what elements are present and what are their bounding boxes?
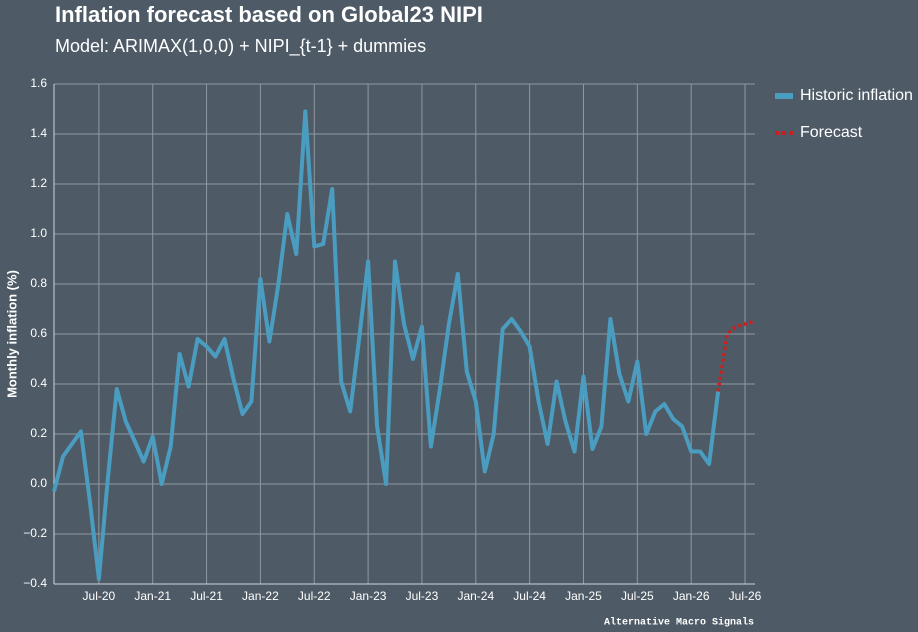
y-tick-label: 1.2 — [30, 176, 47, 190]
series-line — [52, 109, 721, 581]
x-tick-label: Jan-25 — [565, 589, 602, 603]
x-tick-label: Jul-26 — [729, 589, 762, 603]
y-tick-label: 1.0 — [30, 226, 47, 240]
x-tick-label: Jan-22 — [242, 589, 279, 603]
legend-label: Forecast — [800, 124, 863, 141]
footer: Alternative Macro Signals — [604, 617, 754, 629]
y-tick-label: 1.6 — [30, 76, 47, 90]
y-axis-label: Monthly inflation (%) — [4, 270, 19, 398]
y-tick-label: 0.8 — [30, 276, 47, 290]
y-tick-label: 1.4 — [30, 126, 47, 140]
x-tick-label: Jul-20 — [83, 589, 116, 603]
x-tick-label: Jan-23 — [350, 589, 387, 603]
x-tick-label: Jan-26 — [673, 589, 710, 603]
chart-title: Inflation forecast based on Global23 NIP… — [55, 2, 483, 27]
series-line — [716, 319, 755, 392]
y-tick-label: 0.2 — [30, 426, 47, 440]
x-tick-label: Jan-21 — [134, 589, 171, 603]
y-tick-label: 0.6 — [30, 326, 47, 340]
y-tick-label: 0.0 — [30, 476, 47, 490]
x-tick-label: Jan-24 — [457, 589, 494, 603]
x-tick-label: Jul-21 — [190, 589, 223, 603]
x-tick-label: Jul-23 — [406, 589, 439, 603]
y-tick-label: −0.2 — [23, 526, 47, 540]
y-tick-label: −0.4 — [23, 576, 47, 590]
chart-subtitle: Model: ARIMAX(1,0,0) + NIPI_{t-1} + dumm… — [55, 36, 426, 57]
legend-label: Historic inflation — [800, 87, 913, 104]
x-tick-label: Jul-24 — [513, 589, 546, 603]
x-tick-label: Jul-25 — [621, 589, 654, 603]
y-tick-label: 0.4 — [30, 376, 47, 390]
x-tick-label: Jul-22 — [298, 589, 331, 603]
